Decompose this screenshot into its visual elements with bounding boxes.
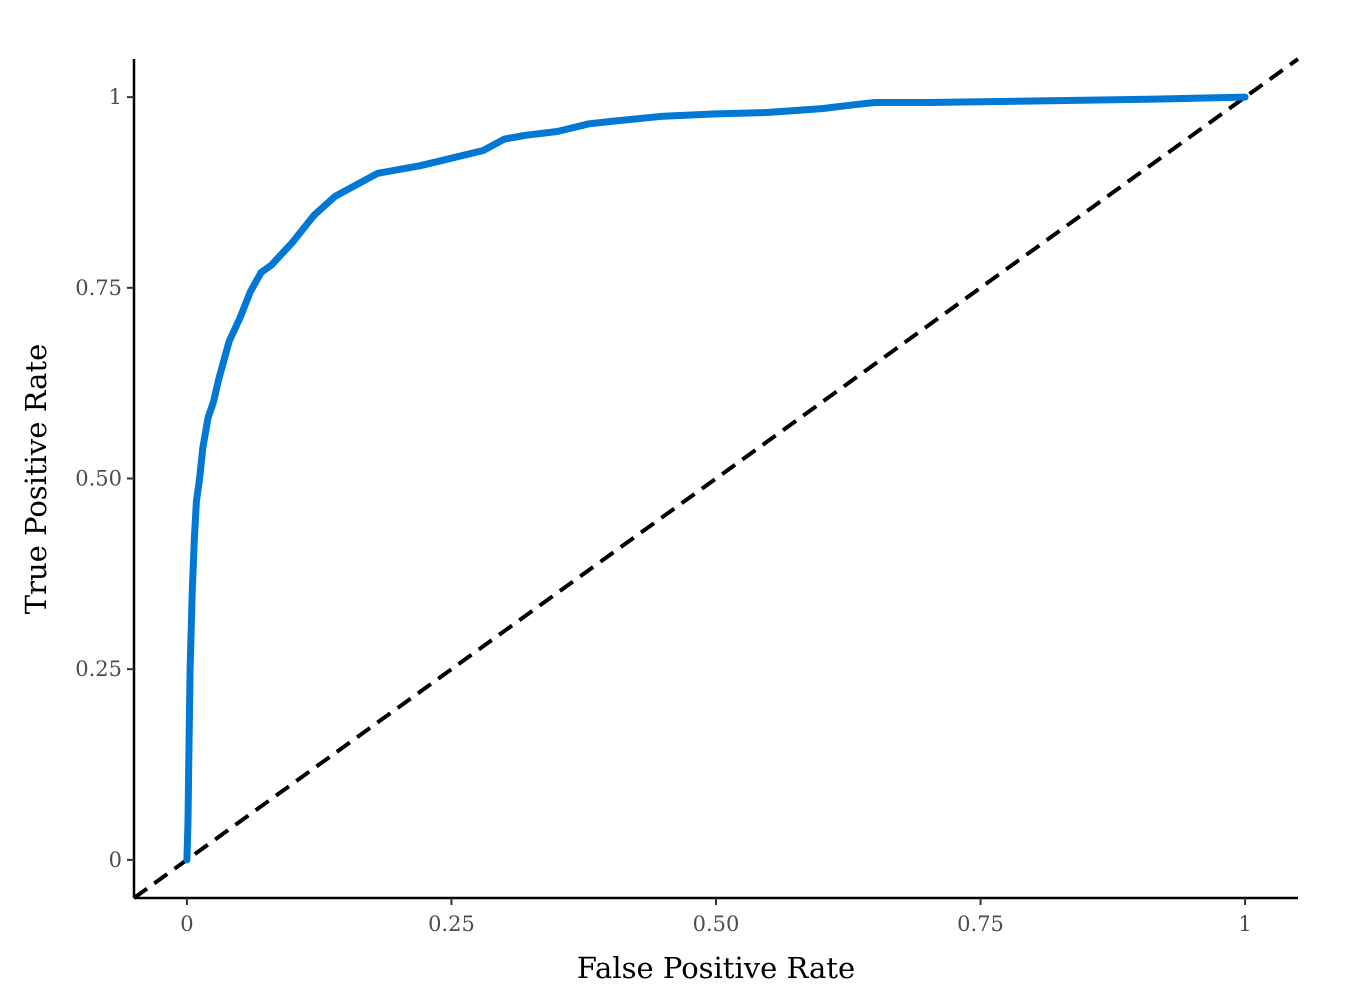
x-tick-label: 0.75: [957, 912, 1004, 936]
y-tick-label: 0: [109, 848, 122, 872]
x-axis: 0 0.25 0.50 0.75 1: [134, 896, 1298, 936]
y-tick-label: 1: [109, 85, 122, 109]
x-tick-label: 0.25: [428, 912, 475, 936]
y-tick-label: 0.50: [75, 467, 122, 491]
x-tick-label: 0.50: [693, 912, 740, 936]
roc-curve-line: [183, 93, 1249, 864]
reference-diagonal-line: [132, 57, 1300, 900]
y-axis: 0 0.25 0.50 0.75 1: [75, 59, 136, 898]
x-axis-title: False Positive Rate: [577, 951, 855, 985]
plot-area: [132, 57, 1300, 900]
y-axis-title: True Positive Rate: [19, 344, 53, 615]
y-tick-label: 0.75: [75, 276, 122, 300]
y-tick-label: 0.25: [75, 657, 122, 681]
x-tick-label: 1: [1238, 912, 1251, 936]
x-tick-label: 0: [180, 912, 193, 936]
